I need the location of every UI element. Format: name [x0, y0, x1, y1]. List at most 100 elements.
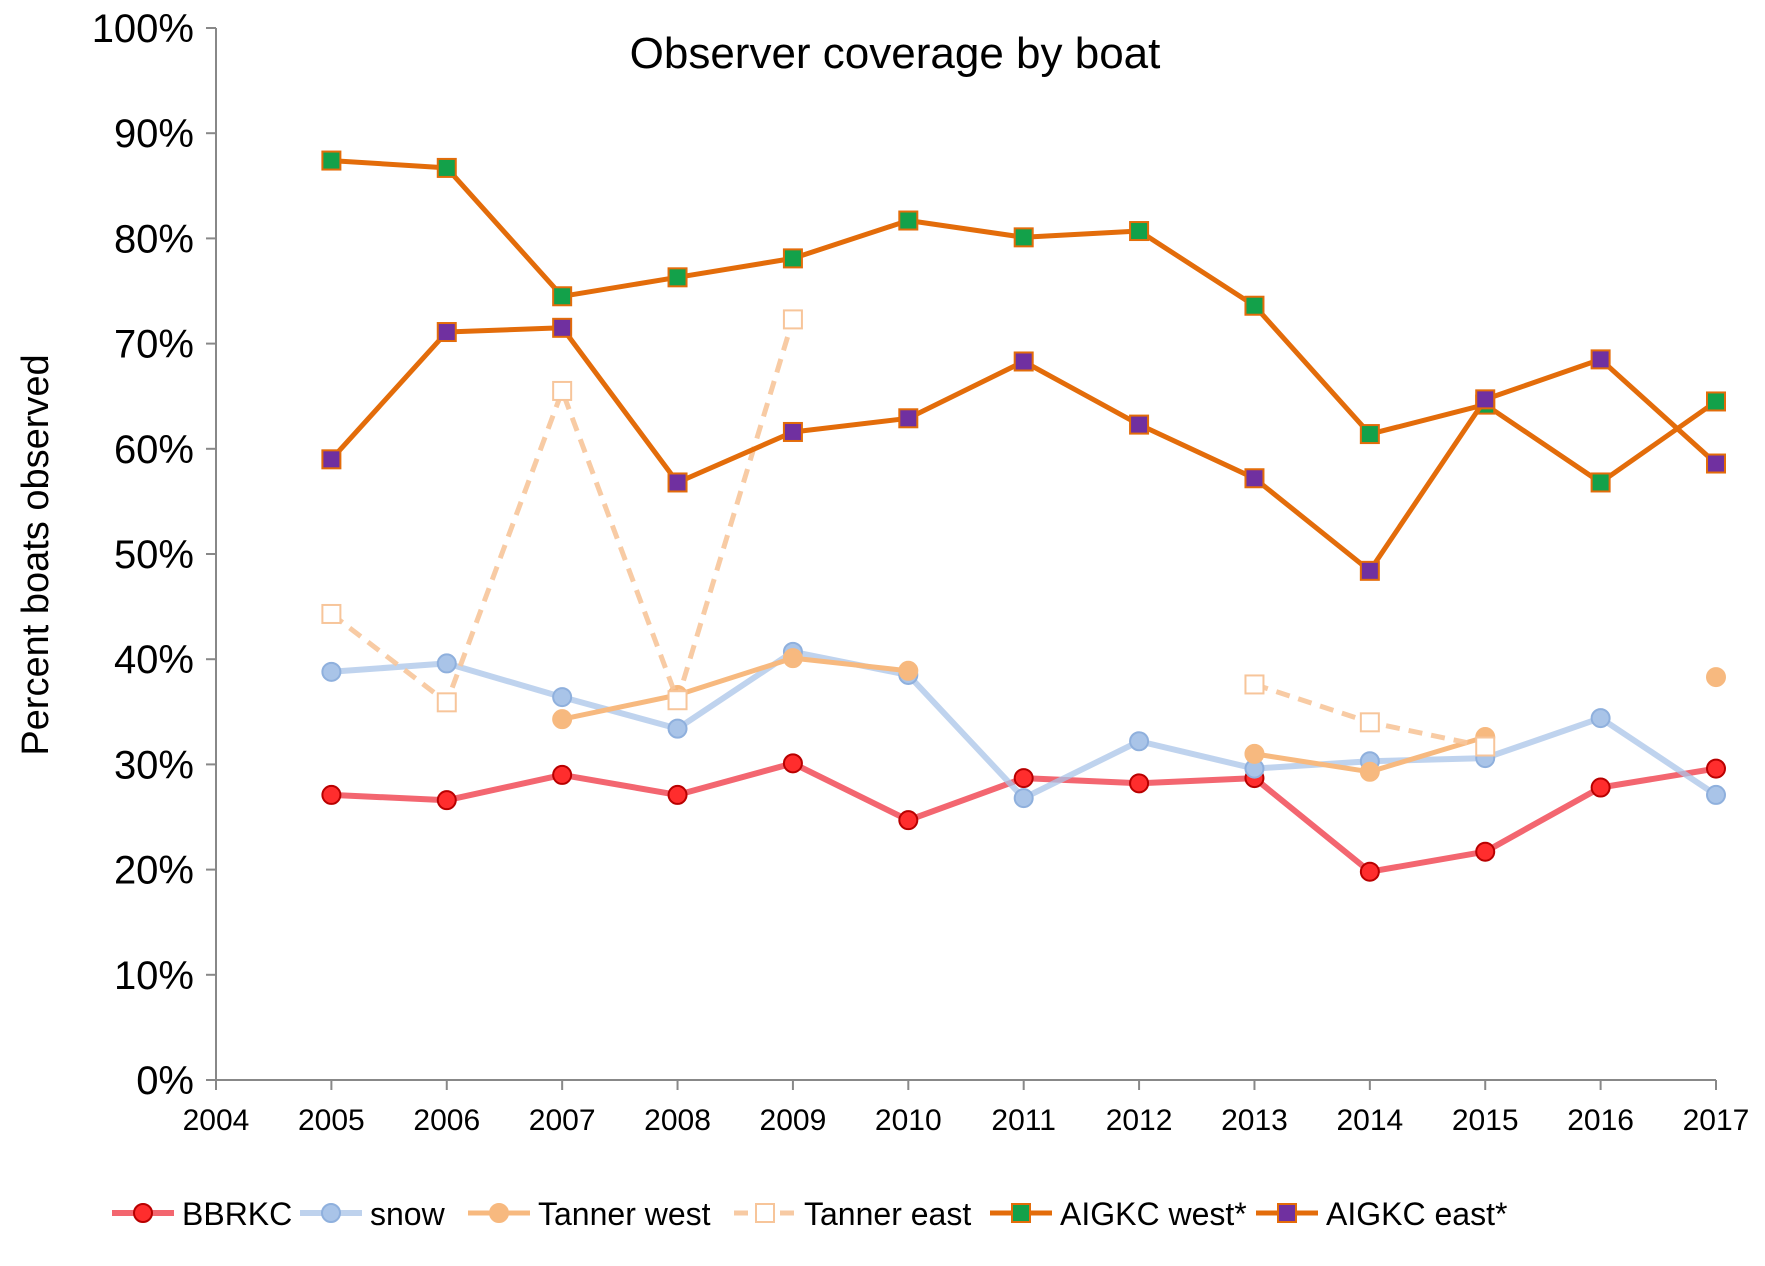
data-point-tanner-west [1359, 761, 1380, 782]
y-axis-label: Percent boats observed [15, 354, 57, 755]
x-tick-label: 2005 [298, 1104, 365, 1137]
series-tanner-west [552, 648, 1726, 782]
x-tick-label: 2016 [1567, 1104, 1634, 1137]
legend-swatch-marker [133, 1203, 153, 1223]
legend-swatch-marker [1277, 1203, 1297, 1223]
data-point-bbrkc [782, 753, 803, 774]
y-tick-label: 50% [114, 533, 194, 577]
x-tick-label: 2006 [413, 1104, 480, 1137]
data-point-aigkc-west [1706, 391, 1726, 412]
legend-item-tanner-west: Tanner west [468, 1196, 711, 1232]
legend-swatch-marker [1011, 1203, 1031, 1223]
data-point-tanner-east [321, 603, 342, 624]
data-point-aigkc-east [1590, 349, 1611, 370]
data-point-tanner-east [667, 690, 688, 711]
data-point-snow [1013, 788, 1034, 809]
data-point-bbrkc [436, 790, 457, 811]
data-point-aigkc-east [898, 408, 919, 429]
y-tick-label: 20% [114, 849, 194, 893]
axes: 0% 10% 20% 30% 40% 50% 60% 70% 80% 90% 100% 2004 200… [92, 7, 1750, 1137]
series-line-tanner-east [329, 318, 796, 705]
legend-label: Tanner east [804, 1196, 971, 1232]
data-point-aigkc-west [782, 248, 803, 269]
data-point-aigkc-west [1359, 424, 1380, 445]
legend-item-snow: snow [300, 1196, 446, 1232]
data-point-bbrkc [667, 784, 688, 805]
x-tick-label: 2012 [1106, 1104, 1173, 1137]
legend-label: snow [370, 1196, 446, 1232]
series-aigkc-west [321, 150, 1726, 493]
x-tick-label: 2013 [1221, 1104, 1288, 1137]
y-tick-label: 30% [114, 743, 194, 787]
y-tick-label: 40% [114, 638, 194, 682]
data-point-aigkc-east [1129, 414, 1150, 435]
data-point-tanner-east [1359, 712, 1380, 733]
x-tick-label: 2017 [1683, 1104, 1750, 1137]
x-tick-label: 2011 [991, 1104, 1056, 1137]
data-point-aigkc-east [667, 472, 688, 493]
data-point-snow [667, 718, 688, 739]
data-point-snow [1129, 731, 1150, 752]
series-group [321, 150, 1726, 882]
data-point-aigkc-west [321, 150, 342, 171]
data-point-snow [1590, 708, 1611, 729]
series-line-aigkc-west [331, 158, 1718, 485]
data-point-aigkc-east [1013, 351, 1034, 372]
data-point-aigkc-east [552, 317, 573, 338]
data-point-snow [321, 661, 342, 682]
y-tick-label: 70% [114, 323, 194, 367]
x-tick-label: 2008 [644, 1104, 711, 1137]
x-tick-label: 2004 [183, 1104, 250, 1137]
data-point-aigkc-west [552, 286, 573, 307]
legend-swatch-marker [755, 1203, 775, 1223]
y-tick-label: 60% [114, 428, 194, 472]
series-line-tanner-west [561, 655, 909, 722]
data-point-aigkc-east [1475, 389, 1496, 410]
data-point-tanner-west [1706, 667, 1726, 688]
data-point-bbrkc [1013, 768, 1034, 789]
data-point-tanner-west [782, 648, 803, 669]
legend-item-aigkc-east: AIGKC east* [1256, 1196, 1507, 1232]
x-tick-label: 2014 [1336, 1104, 1403, 1137]
data-point-bbrkc [1475, 841, 1496, 862]
data-point-aigkc-west [1590, 472, 1611, 493]
data-point-tanner-east [552, 380, 573, 401]
data-point-tanner-east [1475, 736, 1496, 757]
data-point-aigkc-west [667, 267, 688, 288]
data-point-tanner-east [436, 692, 457, 713]
legend-swatch-marker [489, 1203, 509, 1223]
legend-label: AIGKC east* [1326, 1196, 1507, 1232]
x-tick-label: 2009 [760, 1104, 827, 1137]
legend-item-aigkc-west: AIGKC west* [990, 1196, 1247, 1232]
data-point-aigkc-west [1013, 227, 1034, 248]
data-point-aigkc-west [436, 157, 457, 178]
data-point-tanner-west [552, 709, 573, 730]
chart-title: Observer coverage by boat [630, 29, 1161, 78]
data-point-aigkc-east [436, 322, 457, 343]
legend-label: Tanner west [538, 1196, 711, 1232]
series-bbrkc [321, 753, 1726, 882]
data-point-tanner-east [1244, 674, 1265, 695]
data-point-aigkc-east [1706, 453, 1726, 474]
series-tanner-east [321, 309, 1496, 757]
data-point-snow [436, 653, 457, 674]
data-point-bbrkc [1129, 773, 1150, 794]
series-aigkc-east [321, 317, 1726, 581]
legend-swatch-marker [321, 1203, 341, 1223]
y-tick-label: 0% [136, 1059, 194, 1103]
data-point-snow [552, 687, 573, 708]
x-tick-label: 2010 [875, 1104, 942, 1137]
data-point-bbrkc [1590, 777, 1611, 798]
data-point-snow [1706, 784, 1726, 805]
y-tick-label: 100% [92, 7, 194, 51]
y-tick-label: 80% [114, 217, 194, 261]
data-point-aigkc-east [1244, 468, 1265, 489]
y-tick-label: 90% [114, 112, 194, 156]
data-point-aigkc-west [1129, 221, 1150, 242]
data-point-bbrkc [1706, 758, 1726, 779]
legend: BBRKC snow Tanner west Tanner east AIGKC wes… [112, 1196, 1507, 1232]
legend-label: AIGKC west* [1060, 1196, 1247, 1232]
data-point-aigkc-west [1244, 295, 1265, 316]
data-point-bbrkc [321, 784, 342, 805]
